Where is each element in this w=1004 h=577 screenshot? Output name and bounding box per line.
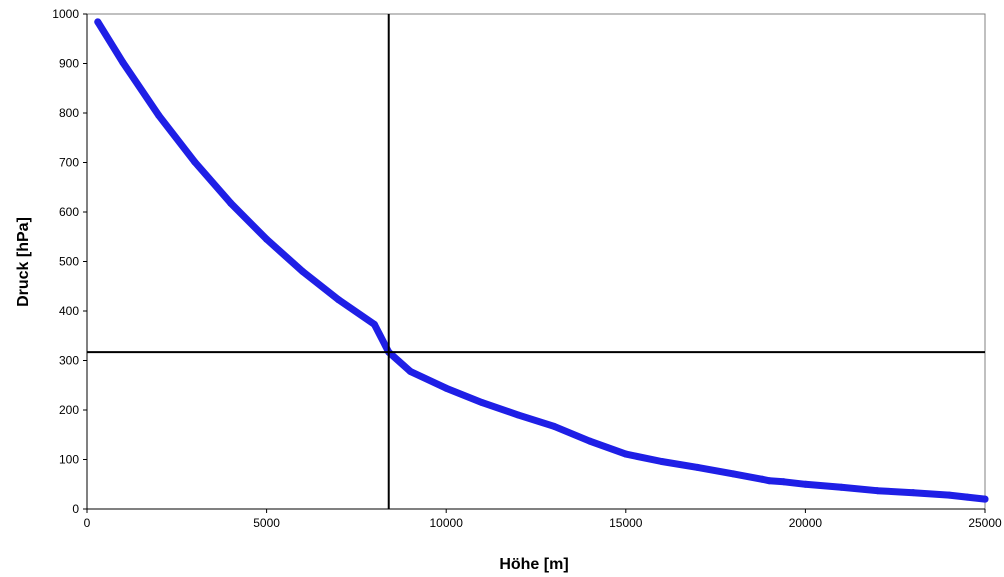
data-point (299, 267, 307, 275)
series-line (94, 18, 989, 503)
data-point (981, 495, 989, 503)
data-point (963, 493, 971, 501)
y-tick-label: 600 (59, 205, 79, 219)
y-tick-label: 700 (59, 156, 79, 170)
plot-frame (86, 13, 986, 510)
y-tick-label: 800 (59, 106, 79, 120)
reference-lines (87, 14, 985, 509)
y-tick-label: 500 (59, 255, 79, 269)
y-tick-label: 200 (59, 403, 79, 417)
data-point (514, 411, 522, 419)
data-point (227, 199, 235, 207)
x-tick-label: 15000 (609, 516, 643, 530)
data-point (334, 296, 342, 304)
data-point (909, 489, 917, 497)
data-point (801, 480, 809, 488)
data-point (765, 477, 773, 485)
data-point (119, 59, 127, 67)
data-point (94, 18, 102, 26)
data-point (730, 470, 738, 478)
y-tick-label: 1000 (52, 7, 79, 21)
y-tick-label: 300 (59, 354, 79, 368)
y-tick-label: 0 (72, 502, 79, 516)
data-point (191, 158, 199, 166)
x-tick-label: 5000 (253, 516, 280, 530)
data-point (622, 450, 630, 458)
data-point (780, 478, 788, 486)
x-axis-label: Höhe [m] (499, 556, 568, 573)
data-point (370, 320, 378, 328)
data-point (155, 111, 163, 119)
data-point (478, 399, 486, 407)
data-point (945, 491, 953, 499)
y-axis-label: Druck [hPa] (15, 217, 32, 307)
data-point (442, 384, 450, 392)
data-point (837, 483, 845, 491)
y-tick-label: 100 (59, 453, 79, 467)
data-point (694, 463, 702, 471)
x-tick-label: 25000 (968, 516, 1002, 530)
data-point (406, 367, 414, 375)
y-tick-label: 900 (59, 57, 79, 71)
y-tick-label: 400 (59, 304, 79, 318)
data-point (586, 437, 594, 445)
series-layer (94, 18, 989, 503)
data-point (873, 487, 881, 495)
data-point (263, 235, 271, 243)
x-tick-label: 10000 (430, 516, 464, 530)
axes (83, 13, 986, 513)
data-point (758, 475, 766, 483)
data-point (550, 422, 558, 430)
data-point (658, 457, 666, 465)
plot-area (86, 13, 986, 510)
x-tick-label: 20000 (789, 516, 823, 530)
x-tick-label: 0 (84, 516, 91, 530)
